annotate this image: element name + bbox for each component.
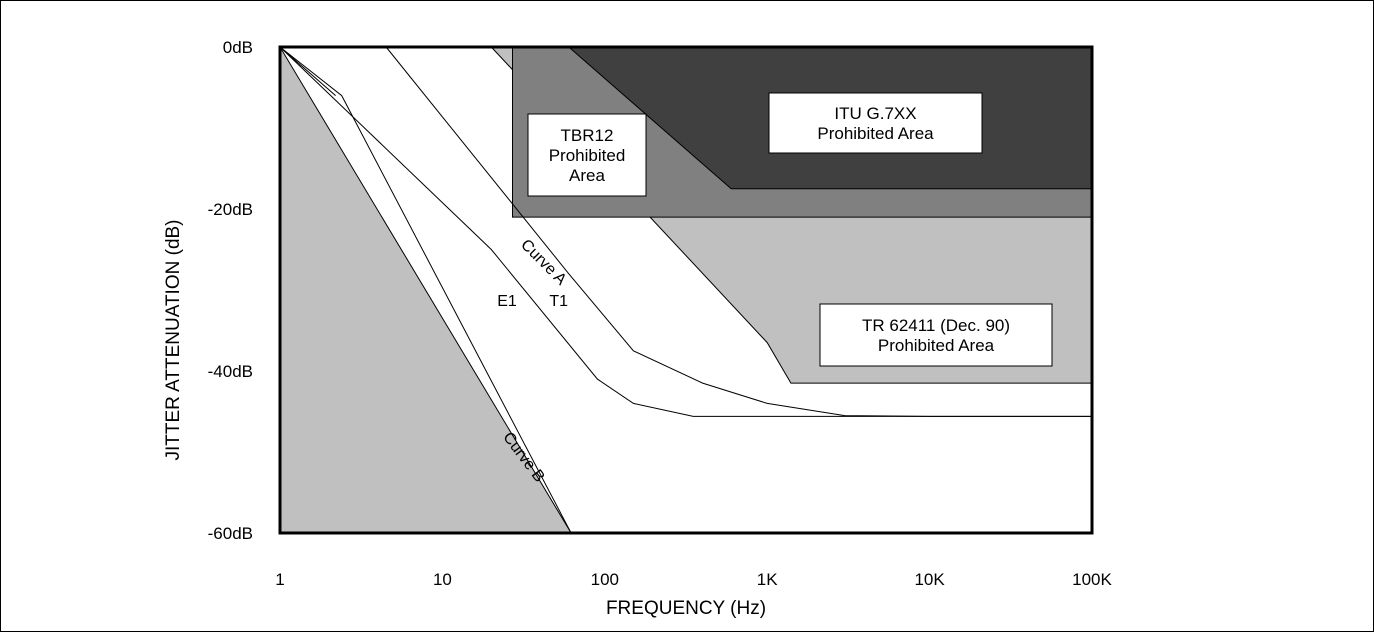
- x-tick-label: 100: [591, 570, 619, 589]
- y-axis-title: JITTER ATTENUATION (dB): [163, 219, 184, 460]
- x-axis-title: FREQUENCY (Hz): [606, 598, 766, 619]
- region-label-line: ITU G.7XX: [834, 104, 916, 123]
- x-tick-label: 100K: [1072, 570, 1112, 589]
- y-tick-label: -20dB: [208, 200, 253, 219]
- region-label-line: TR 62411 (Dec. 90): [862, 316, 1010, 335]
- region-labels: TR 62411 (Dec. 90)Prohibited AreaTBR12Pr…: [527, 92, 1053, 367]
- y-tick-label: 0dB: [223, 38, 253, 57]
- x-tick-label: 10K: [914, 570, 945, 589]
- curve-curve-b: [279, 46, 572, 534]
- label-box-bg: [768, 92, 983, 154]
- annotation-e1: E1: [497, 293, 517, 310]
- plot-area-border: [278, 45, 1094, 535]
- label-box-tr-62411-dec-90-prohibited-area: TR 62411 (Dec. 90)Prohibited Area: [819, 303, 1053, 367]
- y-tick-label: -60dB: [208, 524, 253, 543]
- curves: [279, 46, 1092, 534]
- x-tick-label: 1K: [757, 570, 778, 589]
- region-label-line: Prohibited: [549, 146, 626, 165]
- curve-e1: [279, 46, 336, 96]
- region-label-line: TBR12: [561, 126, 614, 145]
- label-box-bg: [819, 303, 1053, 367]
- region-label-line: Prohibited Area: [878, 336, 995, 355]
- x-tick-label: 1: [275, 570, 284, 589]
- annotation-curve-a: Curve A: [517, 236, 569, 288]
- y-tick-labels: 0dB -20dB -40dB -60dB: [208, 38, 253, 543]
- label-box-bg: [527, 113, 647, 197]
- y-tick-label: -40dB: [208, 362, 253, 381]
- annotation-t1: T1: [549, 293, 568, 310]
- region-label-line: Area: [569, 166, 605, 185]
- x-tick-labels: 1 10 100 1K 10K 100K: [275, 570, 1112, 589]
- region-label-line: Prohibited Area: [817, 124, 934, 143]
- curve-t1: [279, 46, 1092, 417]
- x-tick-label: 10: [433, 570, 452, 589]
